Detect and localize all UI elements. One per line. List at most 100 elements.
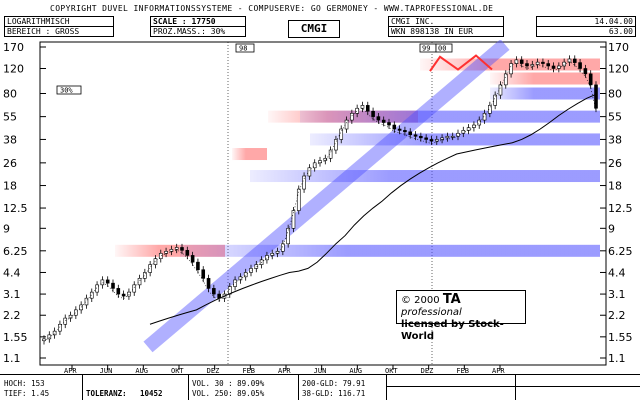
y-tick-label: 38 — [3, 133, 17, 146]
channel-band — [300, 110, 600, 123]
channel-band — [250, 170, 600, 183]
candle-body — [562, 61, 566, 67]
y-axis-right: 170 120 80 55 38 26 18 12.5 9 6.25 4.4 3.1 2.2 1.55 1.… — [608, 41, 633, 365]
candle-body — [493, 94, 497, 106]
y-axis-left: 170 120 80 55 38 26 18 12.5 9 6.25 4.4 3.1 2.2 1.55 1.… — [3, 41, 28, 365]
candle-body — [105, 279, 110, 284]
candle-body — [381, 119, 386, 123]
candle-body — [509, 63, 513, 75]
y-tick-label: 9 — [3, 222, 10, 235]
watermark-license: licensed by Stock-World — [401, 319, 504, 342]
low-value: TIEF: 1.45 — [4, 389, 50, 398]
x-tick-label: JUN — [314, 367, 327, 374]
grid — [40, 42, 606, 365]
candle-body — [74, 309, 78, 316]
y-tick-label: 55 — [3, 111, 17, 124]
candle-body — [265, 255, 269, 261]
candle-body — [588, 73, 593, 86]
candle-body — [174, 247, 179, 250]
vol250-value: VOL. 250: 89.05% — [192, 389, 265, 398]
range-label: BEREICH : GROSS — [4, 26, 114, 37]
y-tick-label: 4.4 — [608, 266, 626, 279]
candle-body — [424, 137, 428, 140]
candle-body — [365, 105, 370, 112]
candle-body — [201, 269, 206, 279]
candle-body — [530, 64, 535, 67]
candle-body — [429, 139, 434, 142]
y-tick-label: 80 — [608, 88, 622, 101]
marker-group: 30% 98 99 00 — [56, 43, 453, 95]
tolerance-label: TOLERANZ: — [86, 389, 127, 398]
candle-body — [79, 304, 83, 311]
candle-body — [52, 330, 57, 336]
candle-body — [296, 188, 301, 211]
y-tick-label: 12.5 — [608, 202, 633, 215]
channel-band — [232, 148, 267, 161]
candle-body — [312, 162, 317, 169]
x-tick-label: DEZ — [421, 367, 434, 374]
y-tick-label: 18 — [608, 180, 622, 193]
y-tick-label: 3.1 — [608, 288, 626, 301]
candle-body — [84, 297, 89, 306]
candle-body — [567, 58, 572, 63]
y-tick-label: 9 — [608, 222, 615, 235]
candle-body — [466, 127, 471, 131]
candle-body — [212, 288, 216, 295]
candle-body — [196, 261, 200, 271]
y-tick-label: 55 — [608, 111, 622, 124]
trend-band — [143, 40, 510, 353]
candle-body — [546, 63, 551, 67]
candle-body — [583, 68, 588, 75]
candle-body — [238, 276, 243, 281]
candle-body — [58, 323, 62, 332]
top-pattern — [429, 54, 493, 72]
watermark-prefix: © 2000 — [401, 295, 443, 306]
candle-body — [434, 139, 439, 142]
copyright-text: COPYRIGHT DUVEL INFORMATIONSSYSTEME - CO… — [50, 4, 494, 13]
candle-body — [68, 314, 73, 319]
y-tick-label: 120 — [3, 62, 24, 75]
candle-body — [190, 255, 195, 263]
candle-body — [472, 124, 476, 128]
candle-body — [42, 338, 46, 342]
y-tick-label: 3.1 — [3, 288, 21, 301]
wkn-label: WKN 898138 IN EUR — [388, 26, 504, 37]
candle-body — [334, 139, 338, 151]
marker-year-00: 00 — [438, 45, 446, 53]
candle-body — [302, 175, 306, 190]
x-axis: APR JUN AUG OKT DEZ FEB APR JUN AUG OKT DEZ FEB APR — [40, 364, 606, 374]
last-price-label: 63.00 — [536, 26, 636, 37]
channel-band — [490, 72, 600, 85]
short-ma-line — [43, 61, 597, 342]
y-tick-label: 4.4 — [3, 266, 21, 279]
y-tick-label: 1.55 — [608, 331, 633, 344]
candle-body — [100, 279, 105, 286]
price-chart: 170 120 80 55 38 26 18 12.5 9 6.25 4.4 3.1 2.2 1.55 1.… — [3, 40, 633, 374]
y-tick-label: 120 — [608, 62, 629, 75]
candle-body — [519, 59, 524, 64]
x-tick-label: AUG — [349, 367, 362, 374]
x-tick-label: APR — [278, 367, 291, 374]
candle-body — [503, 73, 508, 86]
y-tick-label: 170 — [3, 41, 24, 54]
candle-body — [137, 278, 142, 286]
candle-body — [116, 288, 121, 295]
proz-mass-label: PROZ.MASS.: 30% — [150, 26, 246, 37]
candle-body — [164, 251, 168, 254]
candle-body — [132, 284, 137, 293]
watermark: © 2000 TA professional licensed by Stock… — [396, 290, 526, 342]
candle-body — [180, 247, 184, 251]
candle-body — [270, 253, 275, 256]
candle-body — [281, 243, 285, 252]
candle-body — [392, 124, 397, 130]
candle-body — [557, 65, 561, 69]
marker-pct: 30% — [60, 87, 73, 95]
candle-body — [551, 65, 556, 69]
candle-body — [578, 62, 582, 69]
candle-body — [249, 268, 253, 273]
candle-body — [408, 131, 413, 136]
candle-body — [360, 105, 365, 109]
ticker-symbol: CMGI — [288, 20, 340, 38]
x-tick-label: DEZ — [207, 367, 220, 374]
high-value: HOCH: 153 — [4, 379, 45, 388]
